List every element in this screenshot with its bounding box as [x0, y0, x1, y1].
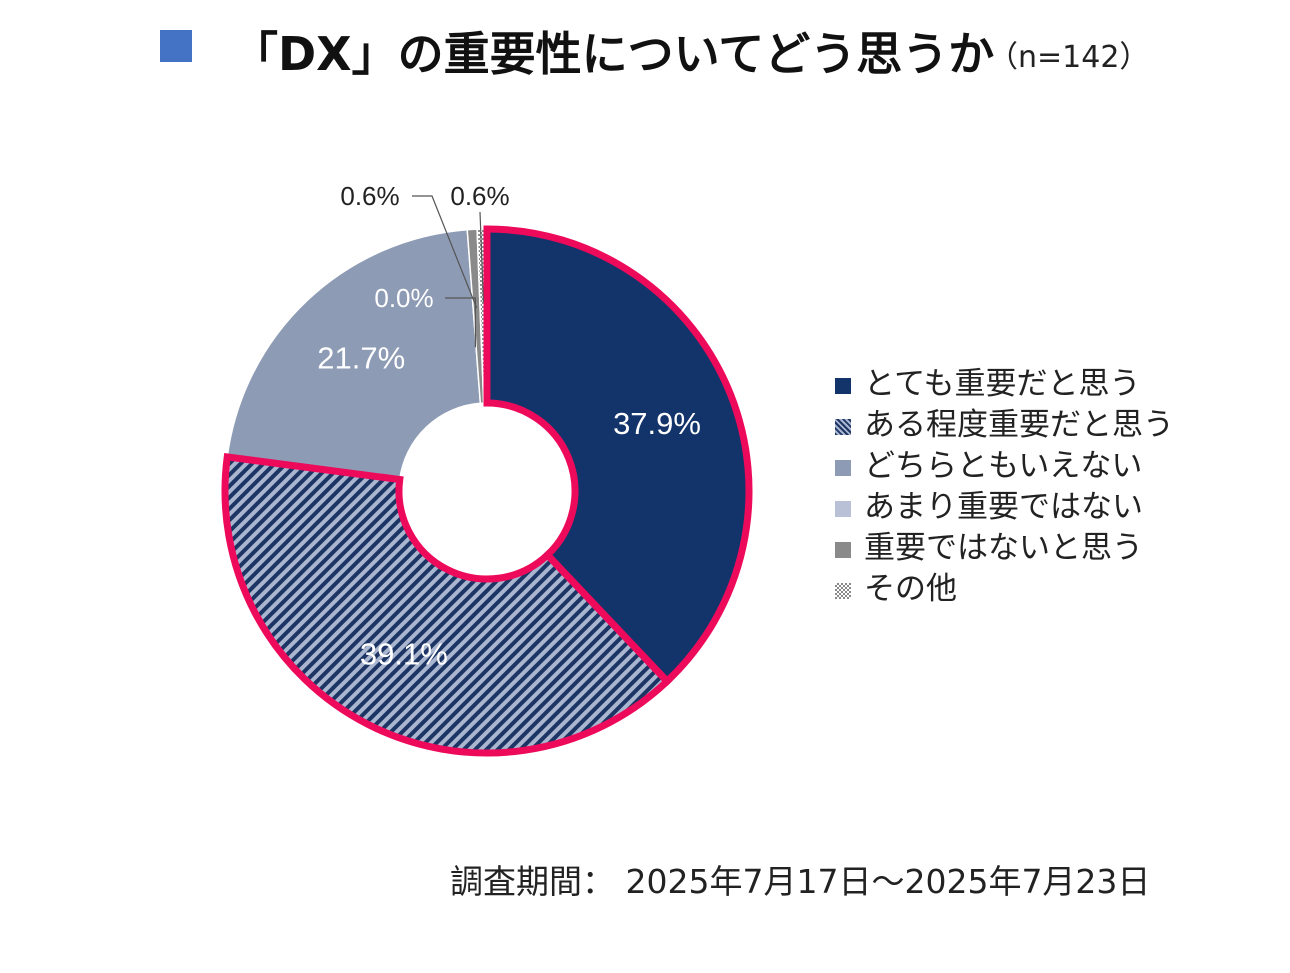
survey-period: 調査期間： 2025年7月17日～2025年7月23日 — [450, 862, 1151, 901]
legend-label: 重要ではないと思う — [864, 530, 1143, 566]
legend-swatch-not-important — [835, 542, 851, 558]
slice-neutral — [226, 228, 482, 481]
legend-swatch-very-important — [835, 378, 851, 394]
chart-title: 「DX」の重要性についてどう思うか — [232, 27, 995, 81]
legend-swatch-neutral — [835, 460, 851, 476]
legend-label: とても重要だと思う — [864, 366, 1141, 402]
chart-title-row: 「DX」の重要性についてどう思うか （n=142） — [0, 0, 1290, 100]
leader-line-not-very-important — [445, 297, 476, 348]
data-label-neutral: 21.7% — [317, 341, 405, 376]
leader-line-other — [479, 211, 485, 303]
legend-label: ある程度重要だと思う — [864, 407, 1174, 443]
legend-label: どちらともいえない — [864, 448, 1143, 484]
data-label-not-important: 0.6% — [340, 181, 399, 211]
legend-swatch-other — [835, 583, 851, 599]
highlight-outline-very-important — [483, 225, 753, 687]
legend-swatch-somewhat-important — [835, 419, 851, 435]
data-label-very-important: 37.9% — [613, 406, 701, 441]
data-label-other: 0.6% — [450, 181, 509, 211]
legend-label: その他 — [864, 571, 957, 607]
highlight-outline-somewhat-important — [221, 452, 673, 757]
data-label-not-very-important: 0.0% — [374, 283, 433, 313]
title-marker-square — [160, 30, 192, 62]
leader-line-not-important — [412, 195, 478, 309]
data-label-somewhat-important: 39.1% — [360, 637, 448, 672]
legend-swatch-not-very-important — [835, 501, 851, 517]
sample-size-label: （n=142） — [988, 40, 1150, 75]
legend-label: あまり重要ではない — [864, 489, 1143, 525]
